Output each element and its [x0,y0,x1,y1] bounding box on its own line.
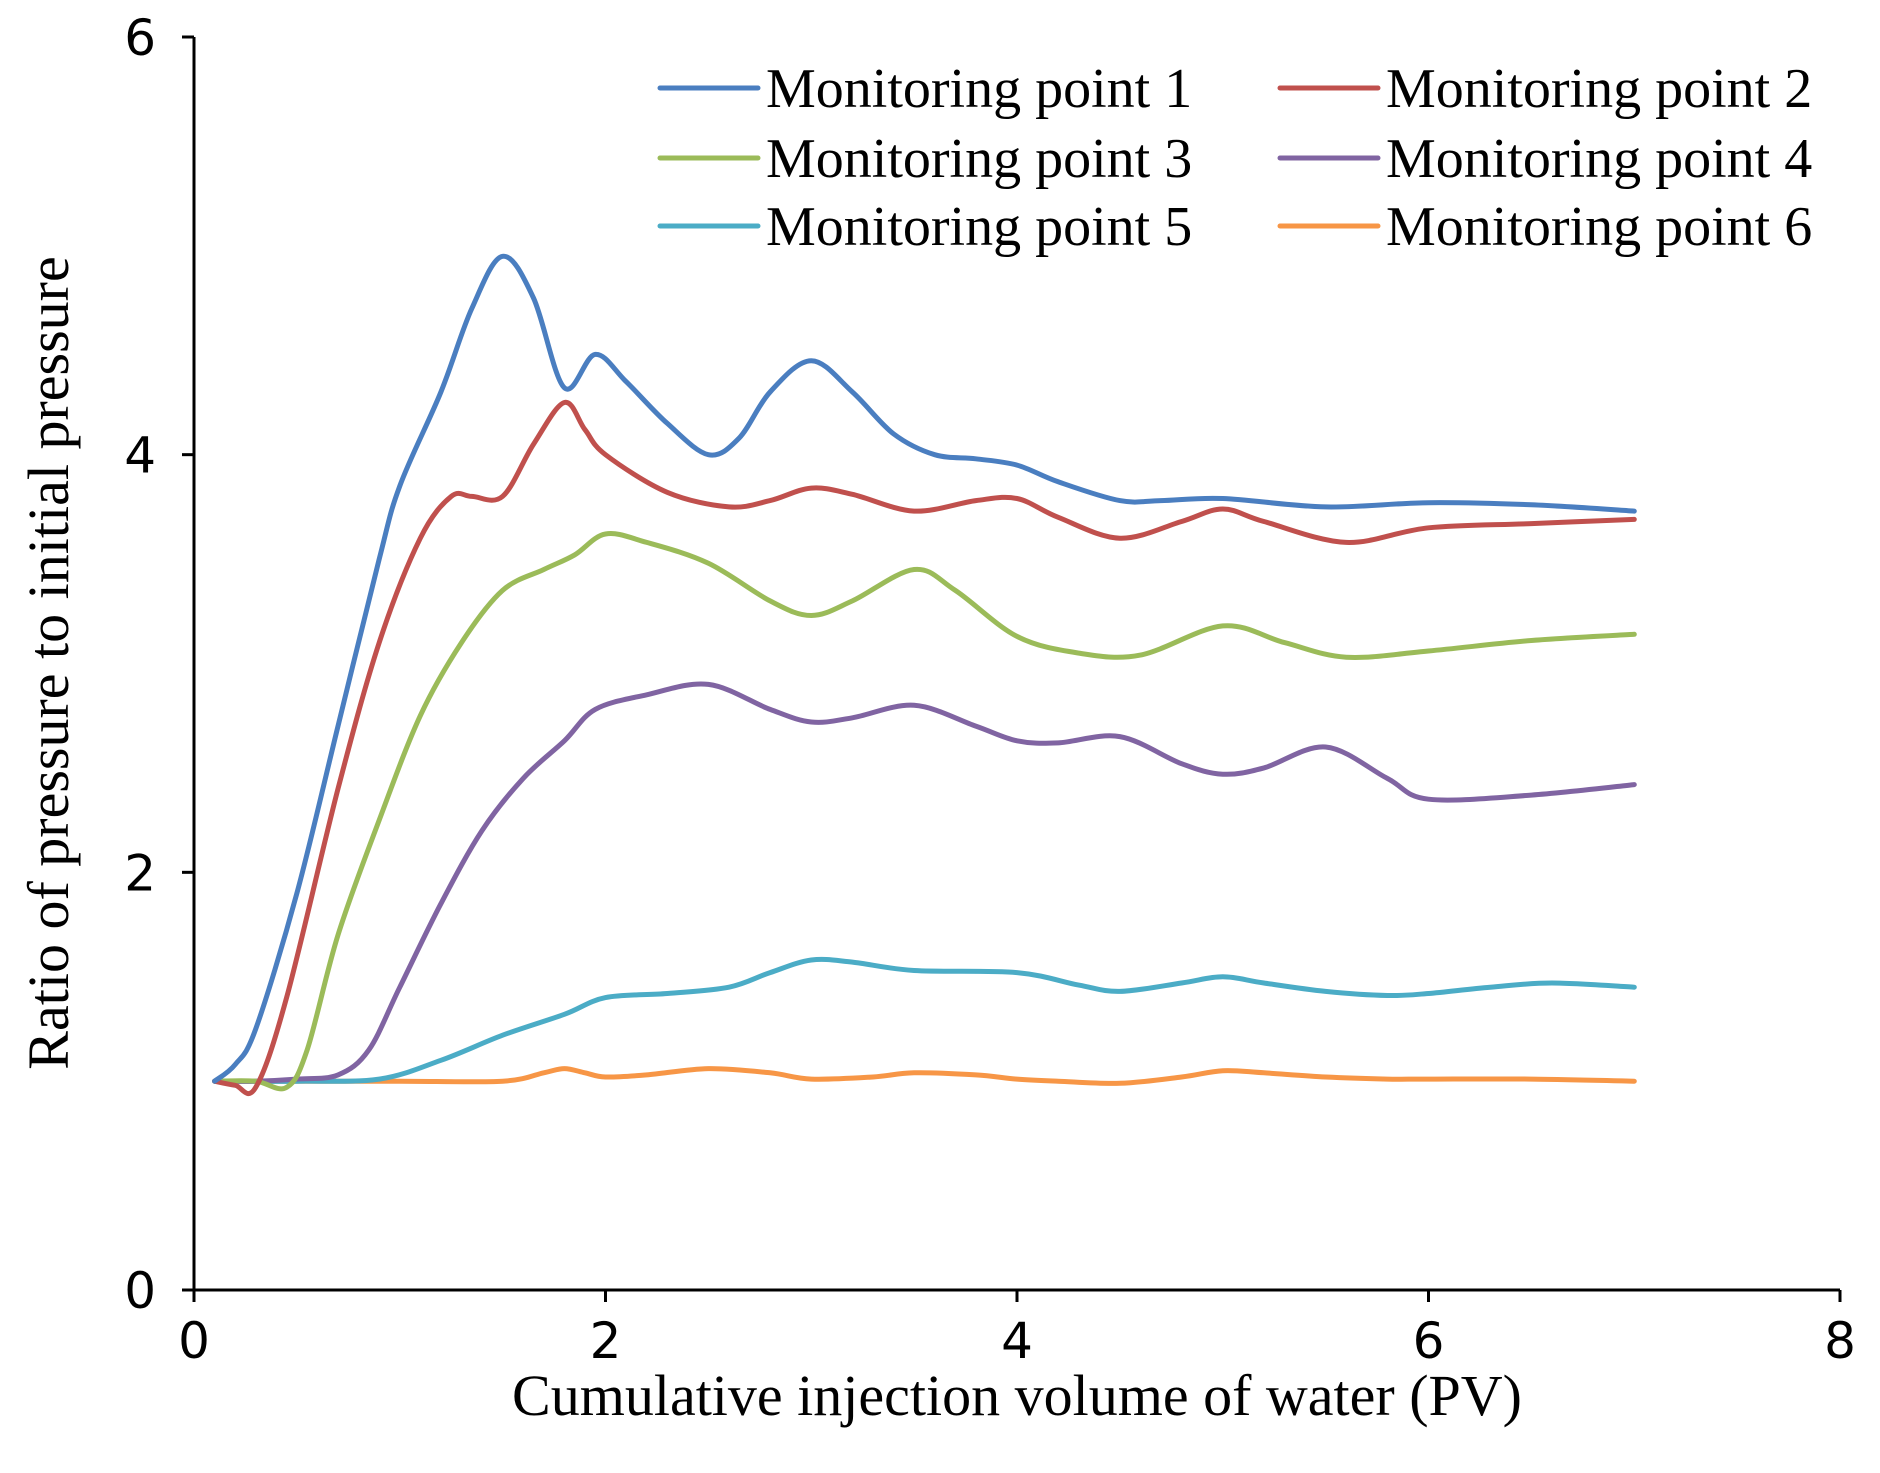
legend-label-monitoring-point-3: Monitoring point 3 [766,128,1192,190]
x-tick-label-3: 6 [1413,1312,1445,1370]
legend-label-monitoring-point-6: Monitoring point 6 [1386,196,1812,258]
series-line-monitoring-point-3 [212,531,1637,1092]
x-tick-label-2: 4 [1001,1312,1033,1370]
legend-label-monitoring-point-4: Monitoring point 4 [1386,128,1812,190]
series-group [212,253,1637,1096]
legend-label-monitoring-point-1: Monitoring point 1 [766,58,1192,120]
legend: Monitoring point 1 Monitoring point 2 Moni… [657,58,1812,258]
legend-label-monitoring-point-2: Monitoring point 2 [1386,58,1812,120]
series-line-monitoring-point-2 [212,399,1637,1096]
y-tick-label-2: 4 [124,427,156,485]
series-line-monitoring-point-5 [212,956,1637,1084]
x-tick-label-1: 2 [590,1312,622,1370]
series-line-monitoring-point-4 [212,681,1637,1084]
y-axis-title: Ratio of pressure to initial pressure [16,256,81,1069]
ticks-group [182,35,1842,1302]
series-line-monitoring-point-6 [212,1066,1637,1086]
y-tick-label-3: 6 [124,9,156,67]
y-tick-label-1: 2 [124,844,156,902]
tick-labels-group: 0 2 4 6 8 0 2 4 6 [124,9,1856,1370]
y-tick-label-0: 0 [124,1262,156,1320]
legend-label-monitoring-point-5: Monitoring point 5 [766,196,1192,258]
x-tick-label-4: 8 [1824,1312,1856,1370]
series-line-monitoring-point-1 [212,253,1637,1084]
x-axis-title: Cumulative injection volume of water (PV… [512,1363,1522,1428]
x-tick-label-0: 0 [178,1312,210,1370]
